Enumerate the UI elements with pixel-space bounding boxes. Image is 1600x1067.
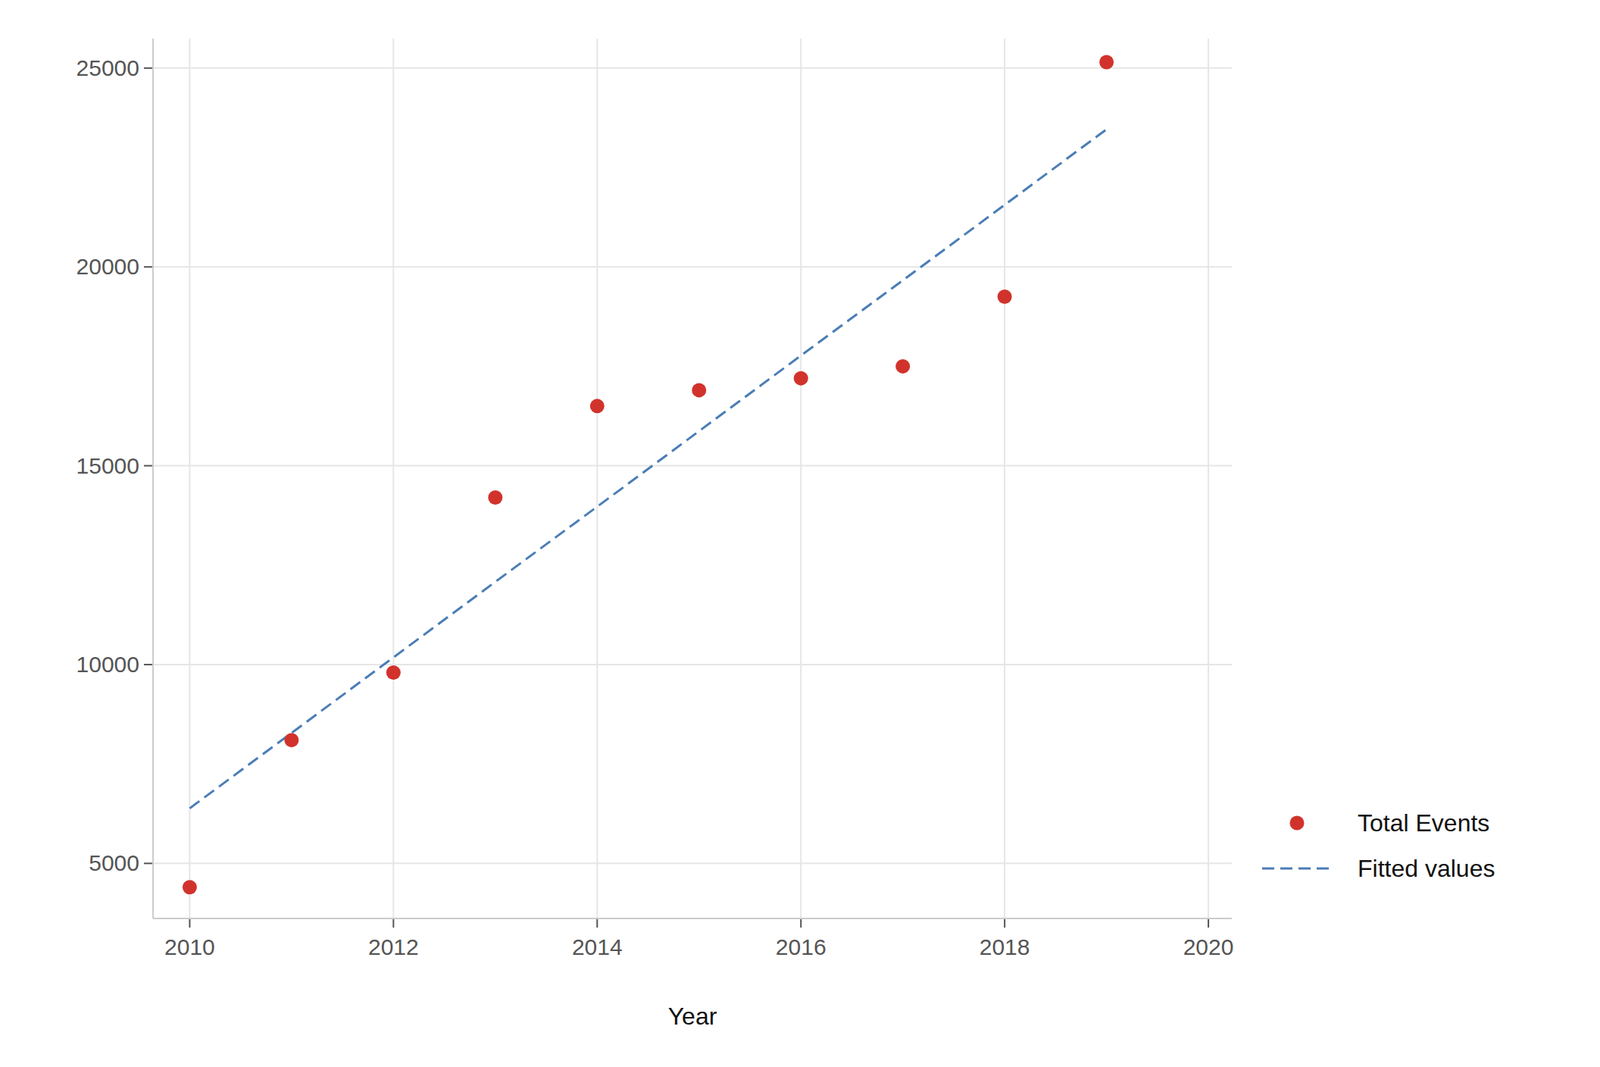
y-tick-label: 15000	[76, 453, 140, 479]
y-grid-line	[153, 67, 1232, 69]
x-axis-title: Year	[668, 1002, 718, 1030]
y-tick	[143, 465, 154, 467]
x-tick-label: 2010	[164, 934, 216, 960]
x-tick	[392, 918, 394, 928]
x-tick-label: 2018	[979, 934, 1031, 960]
y-tick	[143, 265, 154, 268]
x-tick	[188, 918, 191, 928]
point	[793, 371, 809, 386]
x-tick	[596, 918, 598, 928]
legend-swatch	[1290, 815, 1305, 831]
x-tick-label: 2020	[1183, 934, 1235, 960]
x-grid-line	[596, 38, 598, 919]
y-tick	[143, 862, 154, 864]
point	[386, 665, 401, 680]
x-tick-label: 2016	[775, 934, 827, 960]
x-tick-label: 2014	[571, 934, 623, 960]
y-tick-label: 10000	[76, 651, 140, 677]
legend-label: Fitted values	[1357, 854, 1495, 882]
y-tick-label: 20000	[76, 253, 140, 279]
fitted-line	[189, 129, 1107, 809]
y-tick-label: 25000	[76, 55, 140, 81]
legend-label: Total Events	[1357, 809, 1490, 837]
x-tick	[800, 918, 802, 928]
y-axis-line	[152, 38, 154, 919]
chart: 5000 10000 15000 20000 25000 2010 2012 2014 2016…	[0, 0, 1600, 1067]
x-tick	[1207, 918, 1210, 928]
y-grid-line	[153, 465, 1232, 467]
y-grid-line	[153, 862, 1232, 864]
x-grid-line	[392, 38, 394, 919]
legend: Total Events Fitted values	[1262, 809, 1495, 882]
y-tick	[143, 663, 154, 666]
point	[895, 359, 910, 374]
point	[182, 879, 197, 894]
y-tick	[143, 67, 154, 69]
x-grid-line	[188, 38, 191, 919]
point	[590, 398, 605, 413]
legend-swatch	[1262, 867, 1332, 870]
point	[284, 732, 299, 747]
point	[1099, 54, 1114, 69]
x-tick-label: 2012	[368, 934, 419, 960]
x-grid-line	[1207, 38, 1210, 919]
point	[997, 289, 1013, 304]
x-axis-line	[153, 917, 1232, 919]
y-tick-label: 5000	[88, 850, 140, 875]
point	[487, 490, 503, 505]
plot-marks	[182, 54, 1114, 894]
y-grid-line	[153, 663, 1232, 666]
point	[691, 382, 707, 397]
x-tick	[1003, 918, 1006, 928]
x-grid-line	[800, 38, 802, 919]
x-grid-line	[1003, 38, 1006, 919]
y-grid-line	[153, 265, 1232, 268]
